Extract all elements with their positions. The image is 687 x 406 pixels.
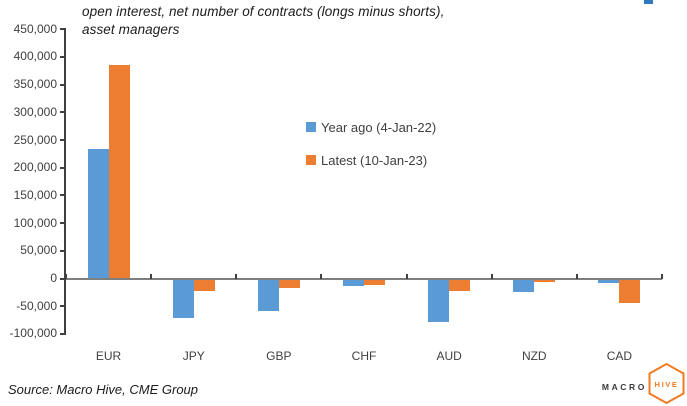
category-label-eur: EUR xyxy=(95,349,122,363)
y-axis-tick-label: 300,000 xyxy=(13,104,57,119)
legend-item: Year ago (4-Jan-22) xyxy=(306,119,436,135)
y-axis-tick-label: -50,000 xyxy=(16,298,57,313)
bar-aud-latest xyxy=(449,279,471,291)
category-label-gbp: GBP xyxy=(266,349,292,363)
y-axis-tick-label: 200,000 xyxy=(13,160,57,175)
chart-title: open interest, net number of contracts (… xyxy=(82,3,444,39)
y-axis-tick xyxy=(60,277,66,280)
category-label-aud: AUD xyxy=(436,349,462,363)
category-label-cad: CAD xyxy=(606,349,633,363)
chart-title-line-1: open interest, net number of contracts (… xyxy=(82,4,445,19)
category-label-jpy: JPY xyxy=(182,349,205,363)
category-label-chf: CHF xyxy=(351,349,377,363)
legend-label: Latest (10-Jan-23) xyxy=(321,152,428,168)
bar-nzd-latest xyxy=(534,279,556,283)
y-axis-tick xyxy=(60,83,66,86)
x-axis-tick xyxy=(490,273,493,279)
logo-hexagon-icon: HIVE xyxy=(648,363,685,404)
bar-cad-latest xyxy=(619,279,641,303)
logo-text-macro: MACRO xyxy=(601,381,647,392)
y-axis-tick-label: 400,000 xyxy=(13,49,57,64)
chart-title-line-2: asset managers xyxy=(82,22,180,37)
y-axis-tick xyxy=(60,194,66,197)
x-axis-tick xyxy=(320,273,323,279)
y-axis-tick-label: 100,000 xyxy=(13,215,57,230)
x-axis-tick xyxy=(405,273,408,279)
y-axis-tick-label: 250,000 xyxy=(13,132,57,147)
bar-chf-year-ago xyxy=(343,279,364,287)
bar-eur-year-ago xyxy=(87,149,109,279)
bar-cad-year-ago xyxy=(598,279,620,283)
bar-gbp-year-ago xyxy=(257,279,279,312)
x-axis-tick xyxy=(661,273,663,279)
legend-item: Latest (10-Jan-23) xyxy=(306,152,436,168)
y-axis-tick xyxy=(60,332,66,335)
y-axis-line xyxy=(64,29,66,334)
bar-aud-year-ago xyxy=(428,279,450,322)
legend-label: Year ago (4-Jan-22) xyxy=(321,119,437,135)
bar-nzd-year-ago xyxy=(513,279,535,293)
y-axis-tick xyxy=(60,28,66,31)
source-note: Source: Macro Hive, CME Group xyxy=(8,382,199,397)
y-axis-tick xyxy=(60,305,66,308)
bar-chf-latest xyxy=(364,279,385,286)
x-axis-tick xyxy=(575,273,578,279)
x-axis-tick xyxy=(150,273,153,279)
bar-jpy-latest xyxy=(193,279,215,291)
y-axis-tick-label: 350,000 xyxy=(13,77,57,92)
x-axis-tick xyxy=(235,273,238,279)
chart-legend: Year ago (4-Jan-22) Latest (10-Jan-23) xyxy=(306,119,436,185)
y-axis-tick-label: 50,000 xyxy=(20,243,57,258)
legend-swatch-icon xyxy=(306,122,316,132)
x-axis-tick xyxy=(65,273,67,279)
y-axis-tick-label: -100,000 xyxy=(9,326,57,341)
y-axis-tick xyxy=(60,249,66,252)
y-axis-tick xyxy=(60,222,66,225)
y-axis-tick xyxy=(60,55,66,58)
category-label-nzd: NZD xyxy=(521,349,547,363)
y-axis-tick xyxy=(60,166,66,169)
bar-eur-latest xyxy=(108,65,130,279)
x-axis-line xyxy=(66,277,662,280)
bar-gbp-latest xyxy=(278,279,300,289)
bar-jpy-year-ago xyxy=(172,279,194,319)
cropped-blue-artifact xyxy=(644,0,653,4)
y-axis-tick xyxy=(60,111,66,114)
macrohive-logo: MACRO HIVE xyxy=(602,363,685,404)
y-axis-tick-label: 150,000 xyxy=(13,187,57,202)
logo-text-hive: HIVE xyxy=(655,380,679,389)
y-axis-tick-label: 450,000 xyxy=(13,21,57,36)
legend-swatch-icon xyxy=(306,155,316,165)
y-axis-tick-label: 0 xyxy=(50,271,57,285)
y-axis-tick xyxy=(60,139,66,141)
